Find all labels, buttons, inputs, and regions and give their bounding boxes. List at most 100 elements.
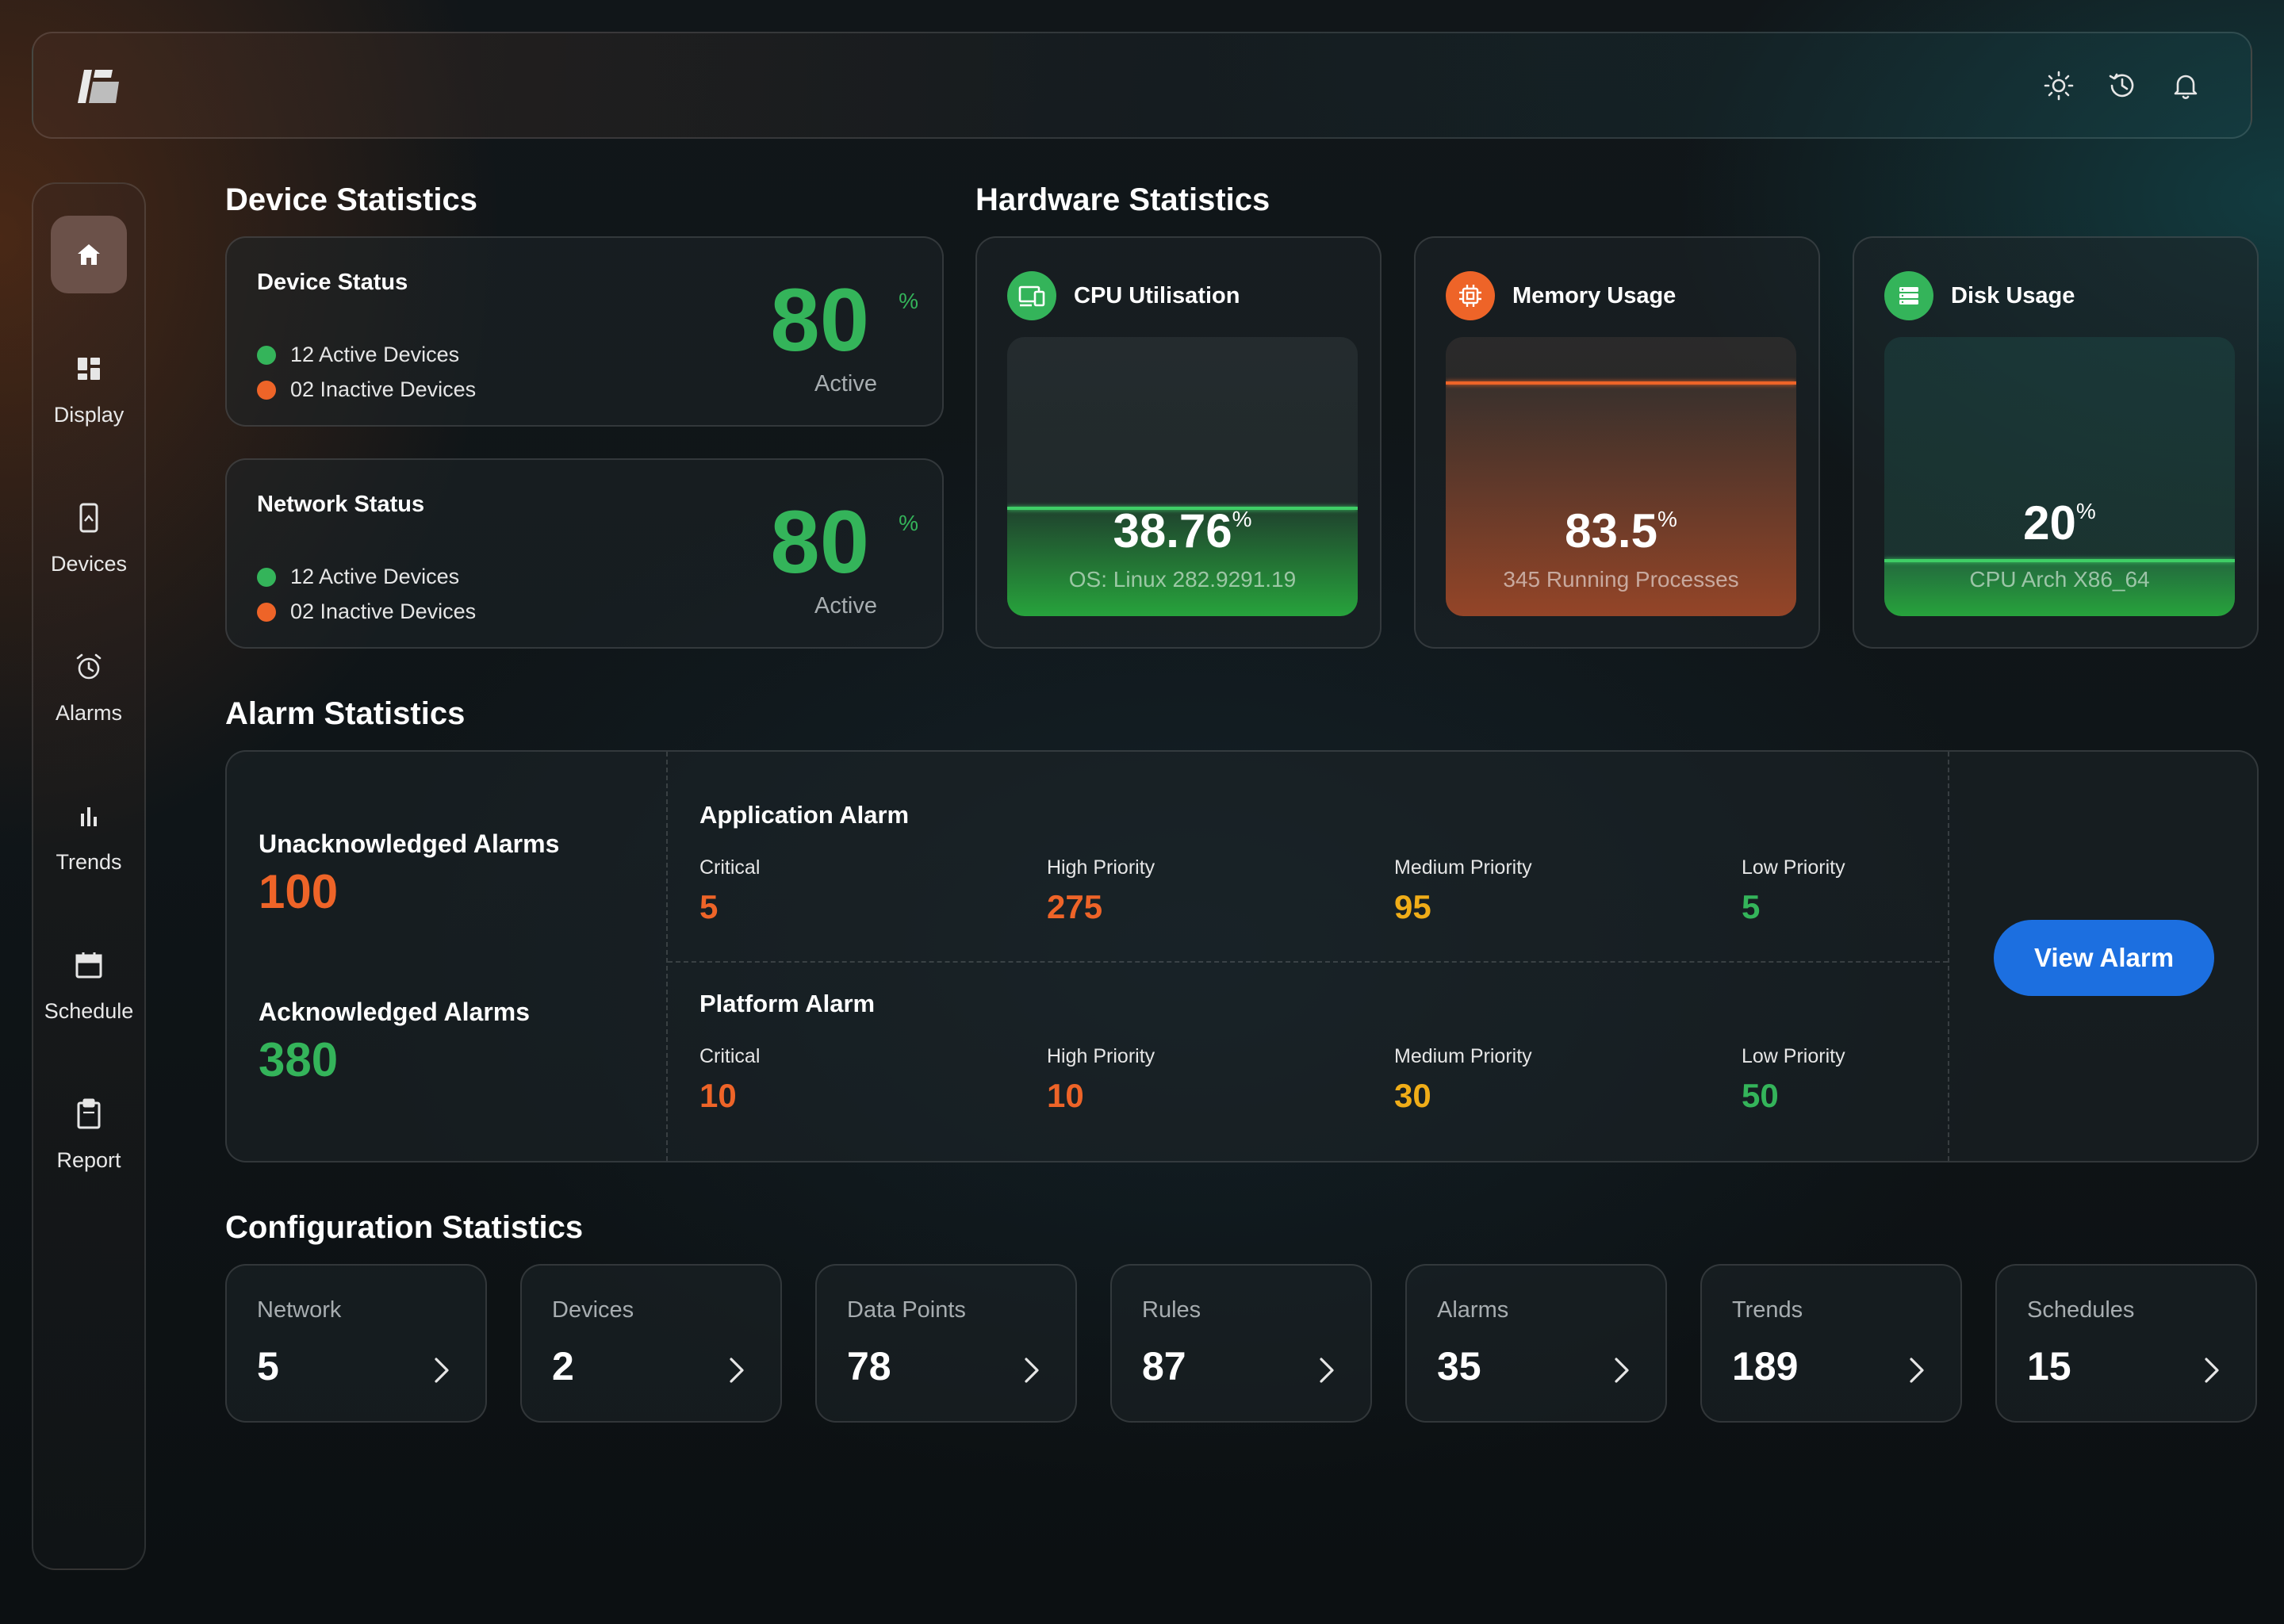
disk-arch-text: CPU Arch X86_64 <box>1969 567 2150 592</box>
active-label: Active <box>814 371 877 396</box>
cpu-gauge-line <box>1007 507 1358 510</box>
inactive-devices-row: 02 Inactive Devices <box>257 599 476 624</box>
config-card-network[interactable]: Network 5 <box>225 1264 487 1423</box>
high-priority-label: High Priority <box>1047 1045 1155 1067</box>
home-button[interactable] <box>51 216 127 293</box>
medium-priority-label: Medium Priority <box>1394 856 1532 879</box>
sun-icon[interactable] <box>2038 63 2079 108</box>
device-statistics-title: Device Statistics <box>225 182 477 217</box>
disk-gauge-fill <box>1884 561 2235 616</box>
high-priority-label: High Priority <box>1047 856 1155 879</box>
memory-value: 83.5% <box>1565 504 1677 557</box>
sidebar-item-alarms[interactable]: Alarms <box>33 649 144 726</box>
sidebar-item-label: Trends <box>56 850 122 874</box>
cpu-utilisation-card[interactable]: CPU Utilisation 38.76% OS: Linux 282.929… <box>975 236 1382 649</box>
inactive-devices-text: 02 Inactive Devices <box>290 377 477 401</box>
config-value: 35 <box>1437 1344 1481 1388</box>
sidebar-item-label: Alarms <box>55 701 122 725</box>
active-label: Active <box>814 593 877 619</box>
config-label: Network <box>257 1297 342 1323</box>
chip-icon <box>1446 271 1495 320</box>
memory-processes-text: 345 Running Processes <box>1503 567 1739 592</box>
divider <box>1948 752 1949 1161</box>
cpu-value: 38.76% <box>1113 504 1252 557</box>
card-title: Memory Usage <box>1512 282 1677 308</box>
active-percent: 80 <box>770 492 869 592</box>
critical-value: 10 <box>699 1077 737 1114</box>
bell-icon[interactable] <box>2165 63 2206 108</box>
sidebar-item-label: Report <box>56 1148 121 1172</box>
inactive-dot-icon <box>257 380 276 400</box>
card-title: CPU Utilisation <box>1074 282 1240 308</box>
cpu-gauge: 38.76% OS: Linux 282.9291.19 <box>1007 337 1358 616</box>
card-title: Device Status <box>257 270 408 295</box>
platform-alarm-title: Platform Alarm <box>699 990 876 1017</box>
alarm-statistics-card: Unacknowledged Alarms 100 Acknowledged A… <box>225 750 2259 1162</box>
active-percent: 80 <box>770 270 869 370</box>
chevron-right-icon[interactable] <box>1315 1354 1337 1386</box>
device-icon <box>33 500 144 536</box>
unacknowledged-alarms-label: Unacknowledged Alarms <box>259 829 560 858</box>
sidebar-item-schedule[interactable]: Schedule <box>33 947 144 1024</box>
chevron-right-icon[interactable] <box>1610 1354 1632 1386</box>
view-alarm-button[interactable]: View Alarm <box>1994 920 2214 996</box>
top-bar <box>32 32 2252 139</box>
config-card-trends[interactable]: Trends 189 <box>1700 1264 1962 1423</box>
sidebar-item-trends[interactable]: Trends <box>33 798 144 875</box>
config-card-schedules[interactable]: Schedules 15 <box>1995 1264 2257 1423</box>
memory-gauge-fill <box>1446 383 1796 616</box>
bar-chart-icon <box>33 798 144 834</box>
sidebar-item-label: Devices <box>50 552 128 576</box>
sidebar-item-devices[interactable]: Devices <box>33 500 144 576</box>
low-priority-label: Low Priority <box>1742 1045 1845 1067</box>
app-logo[interactable] <box>76 68 121 105</box>
active-devices-row: 12 Active Devices <box>257 565 459 589</box>
config-card-devices[interactable]: Devices 2 <box>520 1264 782 1423</box>
card-title: Disk Usage <box>1951 282 2075 308</box>
cpu-gauge-fill <box>1007 508 1358 616</box>
config-value: 2 <box>552 1344 574 1388</box>
medium-priority-label: Medium Priority <box>1394 1045 1532 1067</box>
chevron-right-icon[interactable] <box>1905 1354 1927 1386</box>
config-value: 78 <box>847 1344 891 1388</box>
config-card-rules[interactable]: Rules 87 <box>1110 1264 1372 1423</box>
inactive-devices-row: 02 Inactive Devices <box>257 377 476 402</box>
active-devices-text: 12 Active Devices <box>290 343 460 366</box>
dashboard-icon <box>33 350 144 387</box>
config-value: 189 <box>1732 1344 1799 1388</box>
memory-gauge: 83.5% 345 Running Processes <box>1446 337 1796 616</box>
sidebar-item-display[interactable]: Display <box>33 350 144 427</box>
memory-usage-card[interactable]: Memory Usage 83.5% 345 Running Processes <box>1414 236 1820 649</box>
config-card-alarms[interactable]: Alarms 35 <box>1405 1264 1667 1423</box>
config-label: Alarms <box>1437 1297 1509 1323</box>
low-priority-label: Low Priority <box>1742 856 1845 879</box>
alarm-clock-icon <box>33 649 144 685</box>
sidebar-item-report[interactable]: Report <box>33 1096 144 1173</box>
disk-usage-card[interactable]: Disk Usage 20% CPU Arch X86_64 <box>1853 236 2259 649</box>
chevron-right-icon[interactable] <box>1020 1354 1042 1386</box>
critical-label: Critical <box>699 856 761 879</box>
application-alarm-title: Application Alarm <box>699 801 910 829</box>
home-icon <box>78 244 100 265</box>
chevron-right-icon[interactable] <box>725 1354 747 1386</box>
network-status-card[interactable]: Network Status 12 Active Devices 02 Inac… <box>225 458 944 649</box>
divider <box>668 961 1948 963</box>
chevron-right-icon[interactable] <box>430 1354 452 1386</box>
config-card-data-points[interactable]: Data Points 78 <box>815 1264 1077 1423</box>
device-status-card[interactable]: Device Status 12 Active Devices 02 Inact… <box>225 236 944 427</box>
config-label: Data Points <box>847 1297 966 1323</box>
divider <box>666 752 668 1161</box>
disk-value: 20% <box>2023 496 2096 550</box>
config-label: Devices <box>552 1297 634 1323</box>
config-value: 87 <box>1142 1344 1186 1388</box>
alarm-statistics-title: Alarm Statistics <box>225 696 466 731</box>
config-value: 15 <box>2027 1344 2071 1388</box>
sidebar: Display Devices Alarms Trends <box>32 182 146 1570</box>
inactive-devices-text: 02 Inactive Devices <box>290 599 477 623</box>
server-icon <box>1884 271 1933 320</box>
chevron-right-icon[interactable] <box>2200 1354 2222 1386</box>
low-priority-value: 50 <box>1742 1077 1779 1114</box>
history-icon[interactable] <box>2102 63 2143 108</box>
disk-gauge: 20% CPU Arch X86_64 <box>1884 337 2235 616</box>
memory-gauge-line <box>1446 381 1796 385</box>
